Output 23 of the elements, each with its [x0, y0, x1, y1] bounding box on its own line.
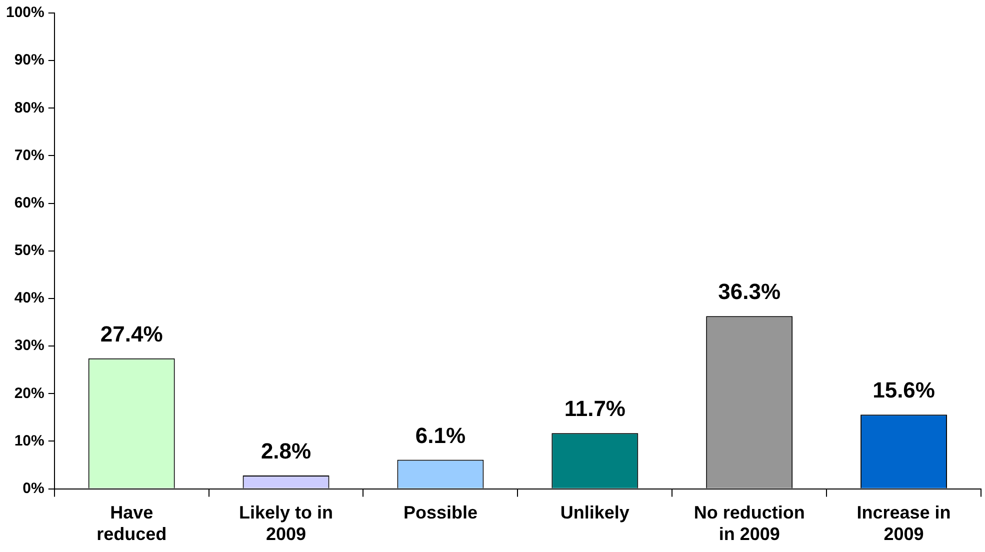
data-label: 27.4% — [100, 321, 163, 346]
x-tick-label: No reduction in 2009 — [694, 502, 805, 544]
y-tick-label: 50% — [14, 242, 44, 260]
y-tick-label: 80% — [14, 99, 44, 116]
data-label: 36.3% — [718, 279, 781, 304]
y-tick-label: 70% — [14, 146, 44, 164]
x-tick-label: Have reduced — [96, 502, 167, 544]
x-tick-label: Possible — [403, 502, 478, 523]
y-tick-label: 60% — [14, 194, 44, 212]
y-tick-label: 10% — [14, 432, 44, 450]
x-tick-label: Increase in 2009 — [856, 502, 951, 544]
x-tick-label: Unlikely — [560, 502, 630, 523]
data-label: 6.1% — [415, 422, 466, 448]
y-tick-label: 30% — [14, 337, 44, 354]
y-tick-label: 0% — [22, 480, 44, 497]
y-tick-label: 90% — [14, 52, 44, 69]
data-label: 2.8% — [260, 438, 312, 464]
x-tick-label: Likely to in 2009 — [239, 502, 334, 544]
data-label: 11.7% — [564, 396, 626, 422]
y-tick-label: 20% — [14, 384, 44, 402]
y-tick-label: 40% — [14, 290, 44, 307]
y-tick-label: 100% — [6, 4, 44, 22]
data-label: 15.6% — [872, 378, 935, 403]
